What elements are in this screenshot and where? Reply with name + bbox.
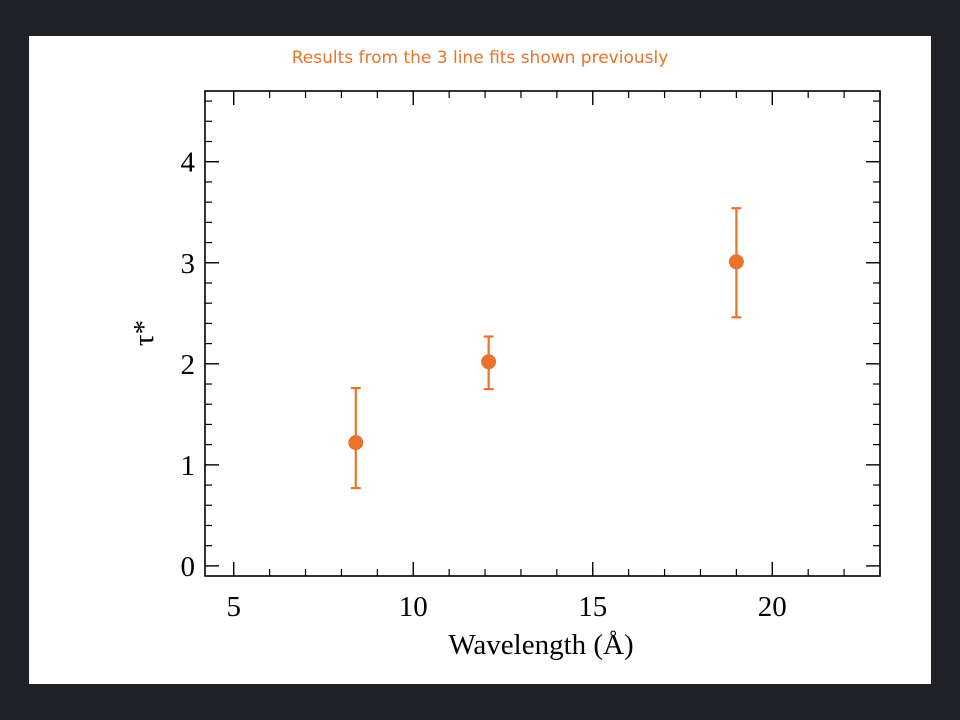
slide: Results from the 3 line fits shown previ… — [29, 36, 931, 684]
scatter-chart: 5 10 15 20 0 1 2 3 4 Wavelength (Å) τ* — [128, 90, 881, 661]
data-point — [348, 435, 364, 451]
data-points — [348, 207, 744, 490]
y-tick-label: 3 — [181, 248, 196, 280]
y-axis-label: τ* — [128, 320, 160, 346]
data-point — [728, 254, 744, 270]
y-tick-label: 2 — [181, 349, 196, 381]
slide-title: Results from the 3 line fits shown previ… — [291, 48, 669, 68]
y-tick-label: 4 — [181, 147, 196, 179]
y-tick-label: 0 — [181, 551, 196, 583]
axis-ticks — [205, 91, 881, 576]
plot-frame — [204, 90, 881, 577]
tick-labels: 5 10 15 20 0 1 2 3 4 — [181, 147, 787, 623]
x-tick-label: 5 — [226, 591, 241, 623]
y-tick-label: 1 — [181, 450, 196, 482]
x-tick-label: 20 — [758, 591, 787, 623]
x-tick-label: 15 — [578, 591, 607, 623]
x-axis-label: Wavelength (Å) — [448, 629, 633, 661]
x-tick-label: 10 — [399, 591, 428, 623]
data-point — [481, 354, 497, 370]
